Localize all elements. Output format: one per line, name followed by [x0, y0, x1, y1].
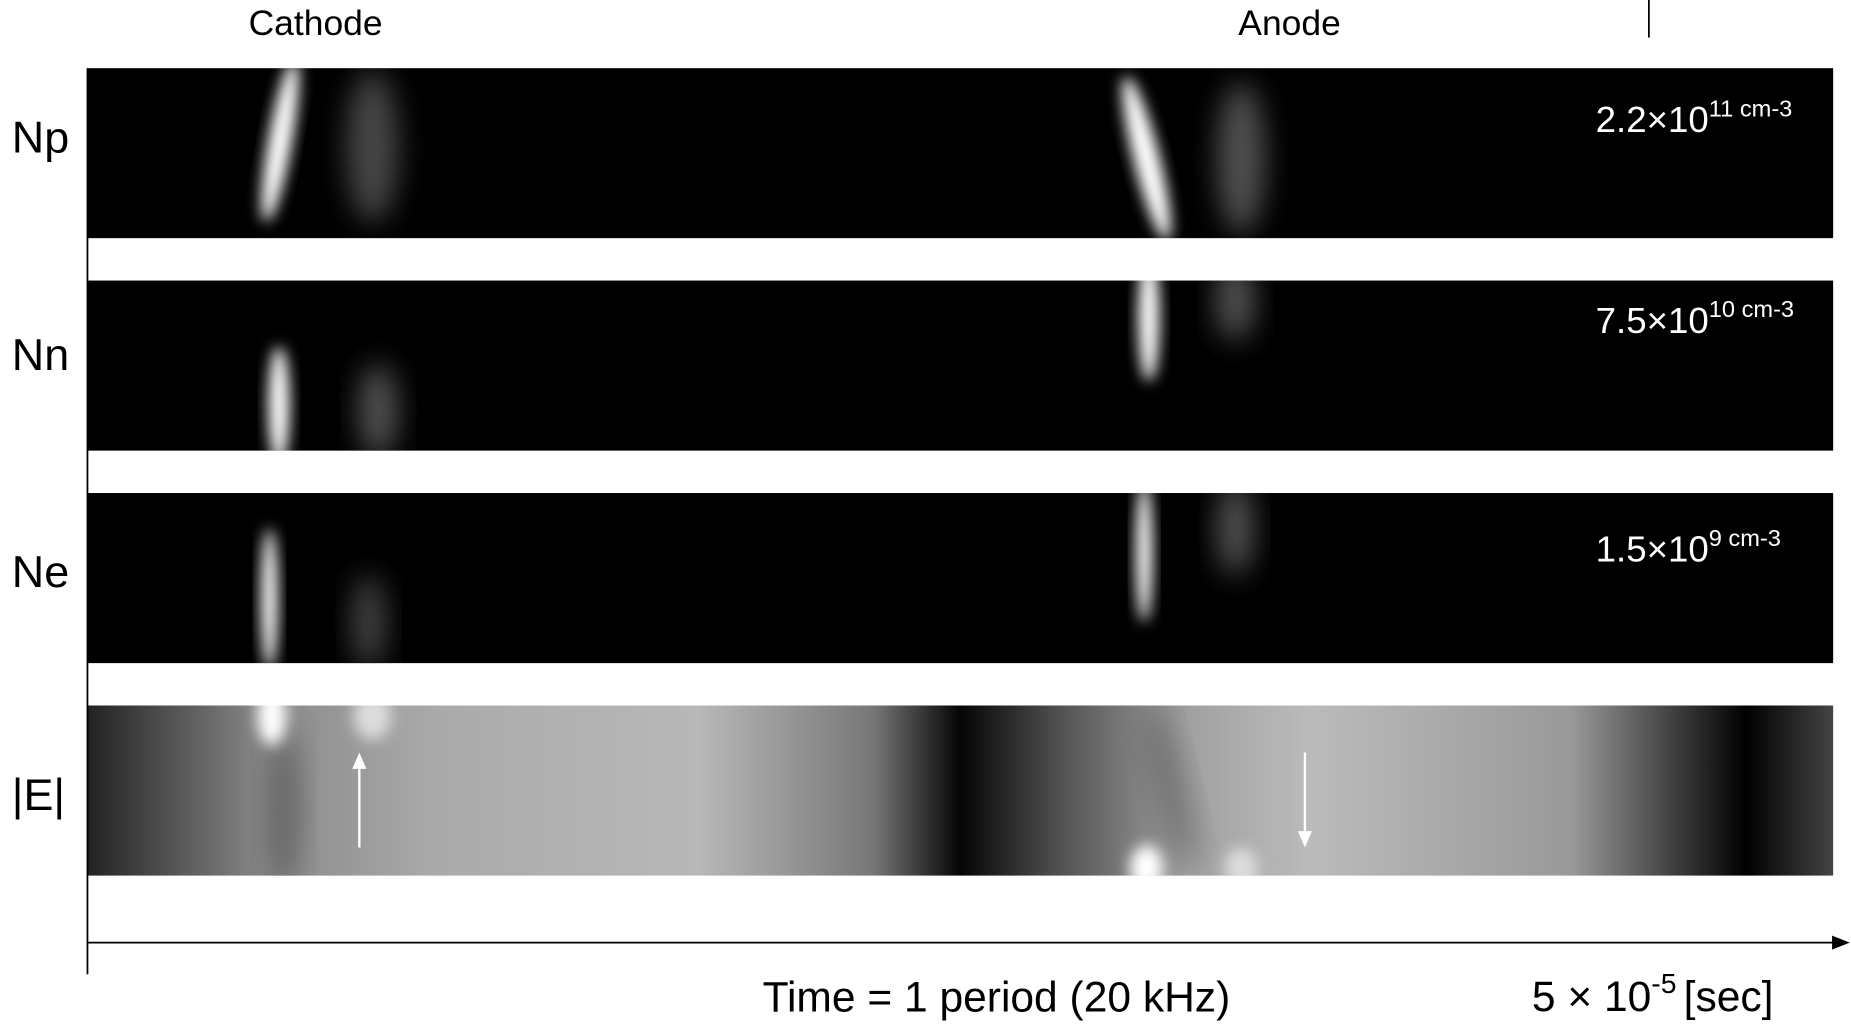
- anode-label: Anode: [1238, 4, 1341, 43]
- axis-label: Time = 1 period (20 kHz): [763, 973, 1231, 1020]
- row-label: Ne: [12, 547, 69, 597]
- row-label: Nn: [12, 330, 69, 380]
- axis-arrow: [1832, 935, 1850, 950]
- scale-label: 1.5×109 cm-3: [1596, 525, 1781, 569]
- axis-end-label: 5 × 10-5 [sec]: [1532, 968, 1774, 1021]
- scale-label: 2.2×1011 cm-3: [1596, 96, 1793, 140]
- nn-strip: [87, 280, 1834, 451]
- scale-label: 7.5×1010 cm-3: [1596, 296, 1794, 340]
- cathode-label: Cathode: [249, 4, 383, 43]
- ne-strip: [87, 493, 1834, 664]
- np-strip: [87, 68, 1834, 239]
- row-label: Np: [12, 113, 69, 163]
- e-strip: [87, 705, 1834, 876]
- row-label: |E|: [12, 770, 65, 820]
